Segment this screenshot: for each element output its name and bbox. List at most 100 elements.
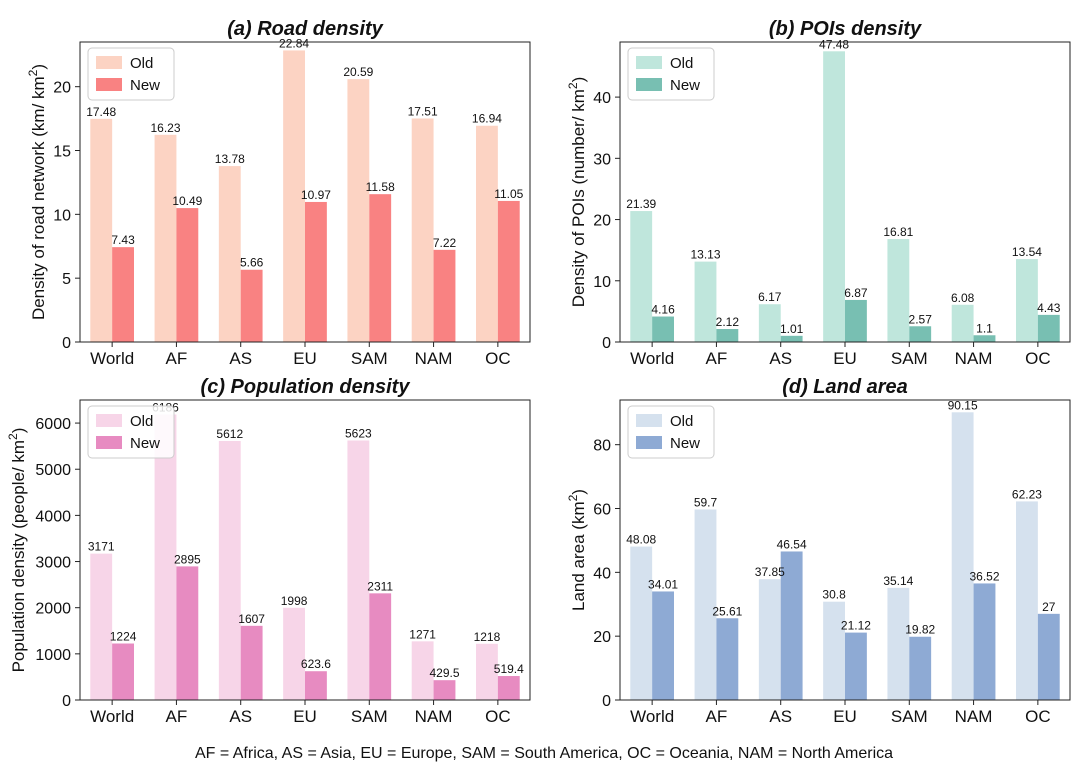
data-label-old-nam: 17.51 bbox=[408, 104, 438, 118]
x-tick-label: NAM bbox=[955, 349, 993, 368]
data-label-new-eu: 6.87 bbox=[844, 286, 868, 300]
y-tick-label: 1000 bbox=[35, 647, 71, 664]
data-label-old-as: 37.85 bbox=[755, 565, 785, 579]
bar-new-world bbox=[652, 316, 674, 342]
bar-old-af bbox=[694, 261, 717, 342]
data-label-new-af: 25.61 bbox=[712, 604, 742, 618]
legend-swatch-old bbox=[96, 414, 122, 427]
data-label-new-af: 2895 bbox=[174, 552, 201, 566]
bar-new-world bbox=[112, 247, 134, 342]
x-tick-label: AS bbox=[769, 349, 792, 368]
y-tick-label: 60 bbox=[593, 502, 611, 519]
data-label-new-as: 5.66 bbox=[240, 256, 264, 270]
legend-label-new: New bbox=[670, 77, 700, 94]
data-label-old-sam: 16.81 bbox=[883, 225, 913, 239]
bar-old-sam bbox=[347, 440, 370, 700]
y-tick-label: 5 bbox=[62, 271, 71, 288]
bar-new-oc bbox=[497, 676, 520, 700]
bar-old-oc bbox=[476, 643, 498, 700]
x-tick-label: SAM bbox=[351, 349, 388, 368]
data-label-new-oc: 11.05 bbox=[494, 187, 523, 201]
bar-old-af bbox=[154, 414, 177, 700]
bar-old-nam bbox=[411, 118, 434, 343]
bar-old-oc bbox=[1016, 501, 1038, 700]
y-axis-label: Population density (people/ km2) bbox=[6, 428, 28, 673]
bar-old-oc bbox=[476, 125, 498, 342]
x-tick-label: AS bbox=[229, 707, 252, 726]
bar-new-eu bbox=[305, 671, 327, 700]
legend-swatch-new bbox=[636, 436, 662, 449]
data-label-old-af: 16.23 bbox=[150, 121, 180, 135]
y-axis-label: Land area (km2) bbox=[566, 489, 588, 611]
data-label-new-world: 34.01 bbox=[648, 577, 678, 591]
data-label-old-nam: 90.15 bbox=[948, 398, 978, 412]
bar-new-sam bbox=[909, 326, 932, 342]
data-label-new-world: 1224 bbox=[110, 630, 137, 644]
y-tick-label: 40 bbox=[593, 565, 611, 582]
data-label-old-nam: 6.08 bbox=[951, 291, 975, 305]
y-axis-label-tail: ) bbox=[569, 489, 588, 495]
y-axis-label-tail: ) bbox=[569, 77, 588, 83]
x-tick-label: EU bbox=[833, 349, 857, 368]
data-label-old-world: 3171 bbox=[88, 540, 115, 554]
bar-new-af bbox=[176, 566, 199, 700]
y-axis-label-main: Population density (people/ km bbox=[9, 440, 28, 672]
data-label-new-af: 2.12 bbox=[716, 315, 740, 329]
data-label-new-sam: 2.57 bbox=[909, 312, 933, 326]
data-label-new-as: 1607 bbox=[238, 612, 265, 626]
bar-new-nam bbox=[433, 249, 456, 342]
y-tick-label: 0 bbox=[602, 693, 611, 710]
legend-label-old: Old bbox=[130, 55, 153, 72]
x-tick-label: OC bbox=[485, 707, 511, 726]
y-axis-label-superscript: 2 bbox=[566, 494, 580, 501]
y-tick-label: 40 bbox=[593, 90, 611, 107]
bar-old-sam bbox=[347, 79, 370, 343]
bar-old-as bbox=[758, 579, 781, 700]
x-tick-label: SAM bbox=[891, 349, 928, 368]
data-label-new-oc: 27 bbox=[1042, 600, 1056, 614]
y-axis-label: Density of road network (km/ km2) bbox=[26, 64, 48, 320]
y-tick-label: 10 bbox=[593, 274, 611, 291]
bar-new-eu bbox=[845, 299, 867, 342]
x-tick-label: EU bbox=[833, 707, 857, 726]
data-label-new-oc: 4.43 bbox=[1037, 301, 1061, 315]
bar-old-sam bbox=[887, 587, 910, 700]
data-label-new-nam: 1.1 bbox=[976, 321, 993, 335]
x-tick-label: AF bbox=[706, 707, 728, 726]
x-tick-label: EU bbox=[293, 707, 317, 726]
bar-old-af bbox=[154, 134, 177, 342]
bar-new-nam bbox=[973, 583, 996, 700]
bar-new-af bbox=[176, 208, 199, 342]
bar-new-sam bbox=[369, 593, 392, 700]
data-label-new-as: 1.01 bbox=[780, 322, 804, 336]
y-axis-label-main: Density of POIs (number/ km bbox=[569, 89, 588, 307]
bar-old-sam bbox=[887, 239, 910, 342]
y-axis-label-tail: ) bbox=[29, 64, 48, 70]
y-axis-label-tail: ) bbox=[9, 428, 28, 434]
data-label-old-world: 48.08 bbox=[626, 533, 656, 547]
chart-title: (c) Population density bbox=[201, 376, 411, 398]
x-tick-label: AS bbox=[229, 349, 252, 368]
data-label-new-eu: 623.6 bbox=[301, 657, 331, 671]
data-label-old-world: 17.48 bbox=[86, 105, 116, 119]
y-axis-label-superscript: 2 bbox=[26, 69, 40, 76]
data-label-new-as: 46.54 bbox=[777, 537, 807, 551]
data-label-old-sam: 20.59 bbox=[343, 65, 373, 79]
data-label-old-world: 21.39 bbox=[626, 197, 656, 211]
data-label-new-world: 7.43 bbox=[111, 233, 135, 247]
chart-land-area: (d) Land area 48.08 59.7 37.85 30.8 35.14 90.1… bbox=[566, 376, 1071, 726]
bar-new-world bbox=[112, 643, 134, 700]
bar-new-as bbox=[240, 625, 263, 700]
x-tick-label: AF bbox=[166, 707, 188, 726]
y-tick-label: 0 bbox=[62, 693, 71, 710]
data-label-old-eu: 22.84 bbox=[279, 36, 309, 50]
data-label-old-af: 13.13 bbox=[690, 248, 720, 262]
bar-old-nam bbox=[951, 412, 974, 700]
data-label-new-nam: 36.52 bbox=[969, 569, 999, 583]
y-tick-label: 3000 bbox=[35, 555, 71, 572]
bar-old-nam bbox=[411, 641, 434, 700]
bar-new-af bbox=[716, 618, 739, 700]
data-label-new-oc: 519.4 bbox=[494, 662, 524, 676]
x-tick-label: NAM bbox=[955, 707, 993, 726]
